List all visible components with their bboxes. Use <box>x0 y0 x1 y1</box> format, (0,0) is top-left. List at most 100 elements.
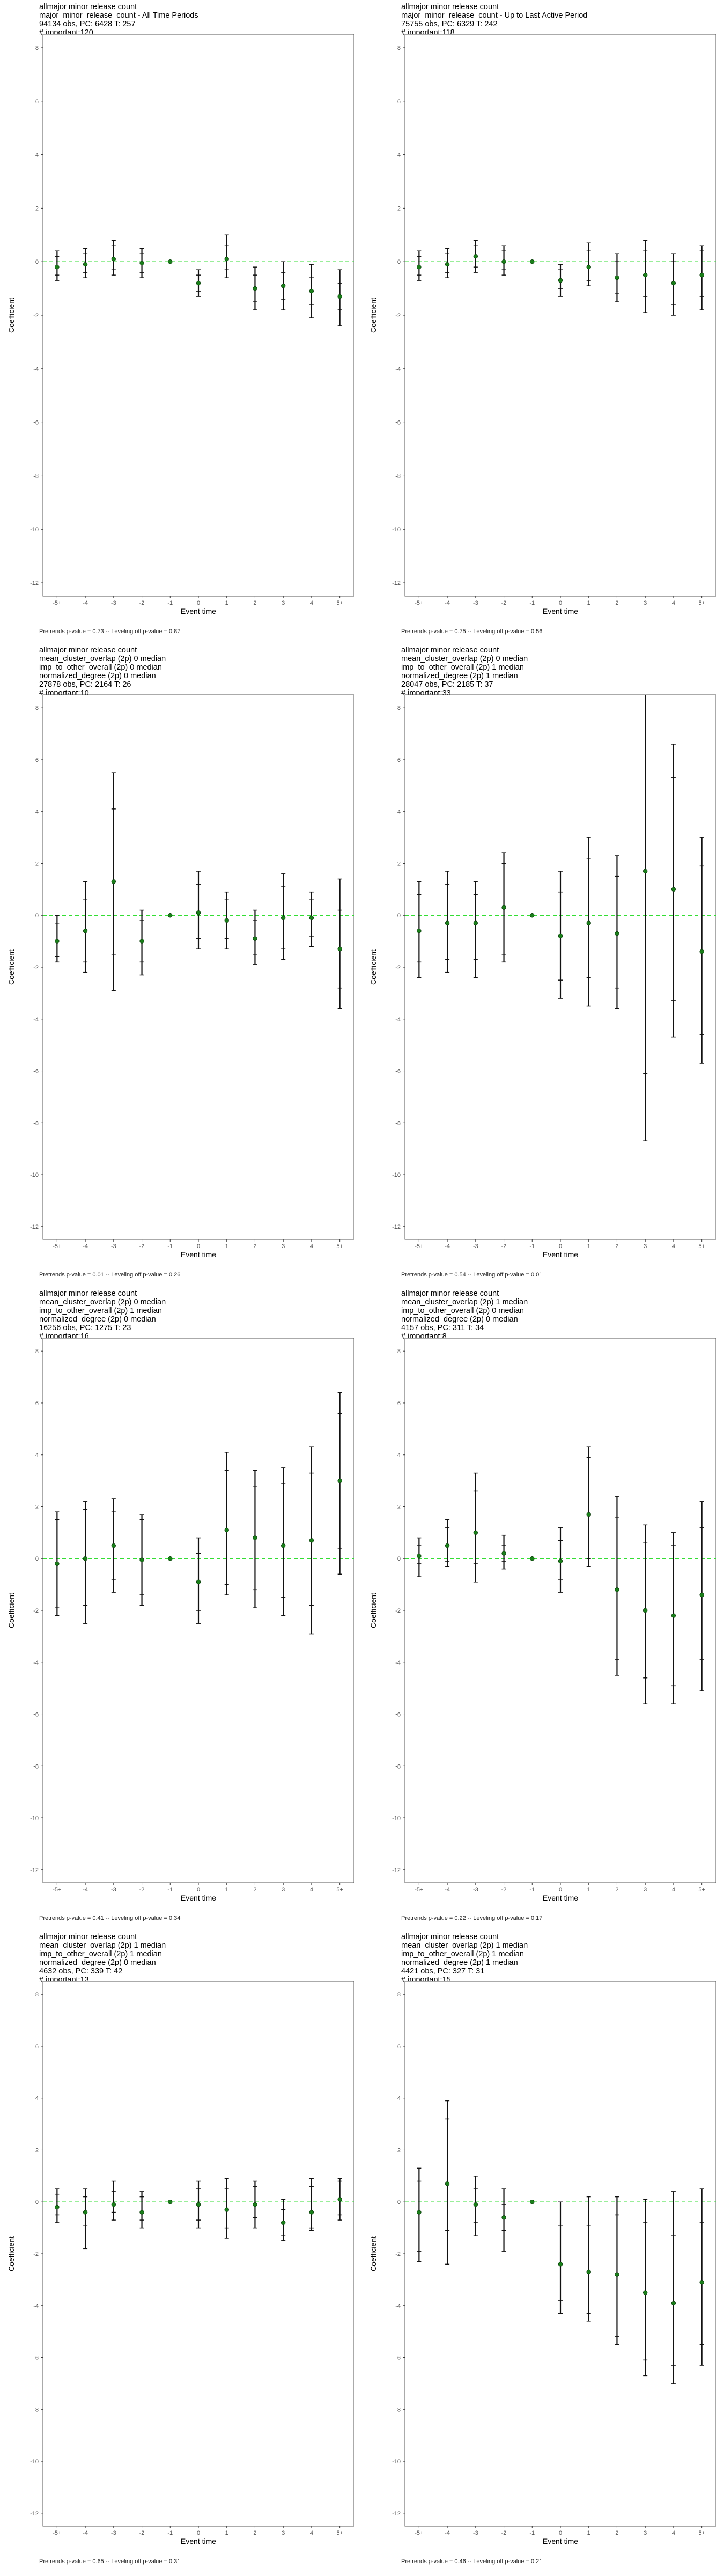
coefficient-point <box>699 1592 704 1598</box>
chart-title: allmajor minor release count <box>39 1289 137 1298</box>
x-tick-label: 3 <box>282 1243 285 1250</box>
x-tick-label: 5+ <box>698 600 705 606</box>
chart-panel-4: allmajor minor release countmean_cluster… <box>369 646 716 1278</box>
coefficient-point <box>558 278 563 283</box>
coefficient-point <box>417 929 422 933</box>
x-tick-label: 2 <box>615 1243 618 1250</box>
chart-subtitle: mean_cluster_overlap (2p) 0 median <box>401 655 528 663</box>
x-tick-label: 5+ <box>336 1243 343 1250</box>
chart-title: allmajor minor release count <box>39 646 137 655</box>
y-tick-label: -10 <box>30 526 39 533</box>
y-tick-label: 2 <box>35 1504 39 1510</box>
y-tick-label: -8 <box>33 1120 39 1126</box>
chart-subtitle: normalized_degree (2p) 0 median <box>401 1315 518 1324</box>
coefficient-point <box>671 2300 676 2306</box>
chart-title: allmajor minor release count <box>401 3 499 11</box>
y-tick-label: 8 <box>35 45 39 51</box>
coefficient-point <box>671 887 676 892</box>
x-tick-label: 4 <box>672 600 675 606</box>
y-tick-label: -6 <box>33 1712 39 1718</box>
y-tick-label: 8 <box>35 1348 39 1355</box>
plot-panel <box>404 34 716 597</box>
y-tick-label: 4 <box>397 152 401 159</box>
x-tick-label: -1 <box>529 2530 535 2536</box>
y-tick-label: -12 <box>30 1224 39 1230</box>
y-tick-label: 8 <box>397 705 401 711</box>
chart-subtitle: mean_cluster_overlap (2p) 1 median <box>401 1941 528 1950</box>
y-axis-title: Coefficient <box>7 1593 16 1628</box>
x-tick-label: 5+ <box>336 2530 343 2536</box>
chart-subtitle: mean_cluster_overlap (2p) 1 median <box>39 1941 166 1950</box>
chart-panel-5: allmajor minor release countmean_cluster… <box>7 1289 354 1921</box>
coefficient-point <box>280 2220 286 2225</box>
coefficient-point <box>253 286 257 291</box>
p-value-note: Pretrends p-value = 0.54 -- Leveling off… <box>401 1272 542 1278</box>
coefficient-point <box>699 272 704 278</box>
x-tick-label: -1 <box>167 1243 173 1250</box>
x-tick-label: -4 <box>445 600 450 606</box>
y-tick-label: 6 <box>35 99 39 105</box>
x-tick-label: 5+ <box>698 2530 705 2536</box>
chart-subtitle: normalized_degree (2p) 0 median <box>39 1315 156 1324</box>
chart-subtitle: imp_to_other_overall (2p) 1 median <box>401 1950 524 1958</box>
coefficient-point <box>615 275 619 280</box>
y-tick-label: 2 <box>35 860 39 867</box>
coefficient-point <box>111 879 116 884</box>
coefficient-point <box>224 1527 229 1533</box>
y-tick-label: 8 <box>35 1992 39 1998</box>
x-tick-label: -4 <box>83 2530 88 2536</box>
y-tick-label: -10 <box>392 526 401 533</box>
x-tick-label: 4 <box>672 1243 675 1250</box>
y-tick-label: -4 <box>395 1660 401 1666</box>
x-tick-label: 0 <box>197 1243 200 1250</box>
x-tick-label: 1 <box>587 1887 590 1893</box>
x-tick-label: 0 <box>559 1887 562 1893</box>
chart-subtitle: imp_to_other_overall (2p) 1 median <box>401 663 524 672</box>
y-axis-title: Coefficient <box>369 2236 378 2271</box>
y-tick-label: 2 <box>397 2147 401 2154</box>
y-tick-label: 6 <box>397 1400 401 1407</box>
x-tick-label: 5+ <box>336 1887 343 1893</box>
x-tick-label: 4 <box>310 1243 313 1250</box>
y-tick-label: -12 <box>392 1224 401 1230</box>
coefficient-point <box>83 929 88 933</box>
y-tick-label: -2 <box>33 313 39 319</box>
x-axis-title: Event time <box>543 607 578 615</box>
coefficient-point <box>586 1512 591 1517</box>
y-tick-label: -8 <box>395 473 401 479</box>
coefficient-point <box>280 283 286 288</box>
x-tick-label: -3 <box>473 2530 478 2536</box>
y-tick-label: 4 <box>35 809 39 815</box>
x-tick-label: 3 <box>644 1243 647 1250</box>
y-tick-label: -2 <box>395 964 401 971</box>
x-tick-label: 1 <box>225 2530 228 2536</box>
x-tick-label: 2 <box>615 1887 618 1893</box>
y-tick-label: 6 <box>35 2044 39 2050</box>
chart-subtitle: 28047 obs, PC: 2185 T: 37 <box>401 680 493 689</box>
coefficient-point <box>55 2204 60 2210</box>
coefficient-point <box>337 294 342 299</box>
p-value-note: Pretrends p-value = 0.41 -- Leveling off… <box>39 1915 180 1921</box>
coefficient-point <box>83 2210 88 2215</box>
coefficient-point <box>280 915 286 920</box>
y-tick-label: -12 <box>30 1867 39 1874</box>
x-tick-label: -4 <box>445 2530 450 2536</box>
chart-title: allmajor minor release count <box>401 1289 499 1298</box>
y-tick-label: 0 <box>35 2199 39 2206</box>
x-tick-label: -5+ <box>53 2530 61 2536</box>
x-axis-title: Event time <box>181 2537 216 2545</box>
x-tick-label: 5+ <box>336 600 343 606</box>
coefficient-point <box>642 1608 648 1613</box>
x-tick-label: -2 <box>139 2530 145 2536</box>
y-tick-label: -2 <box>395 1608 401 1614</box>
y-axis-title: Coefficient <box>369 298 378 333</box>
y-tick-label: -12 <box>30 580 39 587</box>
coefficient-point <box>530 1556 535 1561</box>
coefficient-point <box>642 272 648 278</box>
x-axis-title: Event time <box>543 1894 578 1902</box>
x-tick-label: -3 <box>111 600 116 606</box>
coefficient-point <box>615 931 619 936</box>
coefficient-point <box>501 1551 506 1556</box>
x-tick-label: 3 <box>282 600 285 606</box>
x-tick-label: 4 <box>672 1887 675 1893</box>
